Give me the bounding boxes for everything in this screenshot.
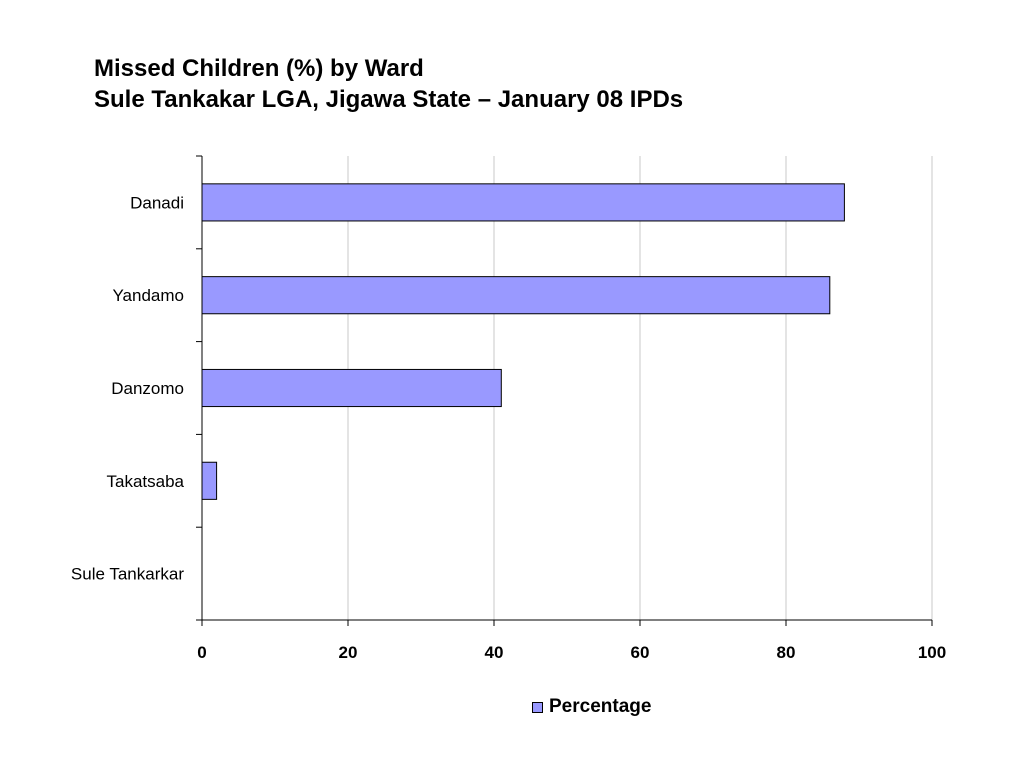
x-tick-label: 80 (777, 643, 796, 662)
legend-swatch (532, 701, 543, 713)
category-label: Yandamo (112, 286, 184, 305)
bar-danadi (201, 183, 845, 222)
chart-subtitle: Sule Tankakar LGA, Jigawa State – Januar… (94, 86, 684, 113)
x-tick-label: 20 (339, 643, 358, 662)
category-label: Sule Tankarkar (71, 565, 184, 584)
category-label: Takatsaba (107, 472, 185, 491)
bar-danzomo (201, 368, 502, 408)
chart-title-line1: Missed Children (%) by Ward (94, 55, 424, 82)
chart-title: Missed Children (%) by Ward Sule Tankaka… (94, 53, 683, 115)
chart-legend: Percentage (532, 696, 651, 718)
x-tick-label: 0 (197, 643, 206, 662)
x-tick-label: 40 (485, 643, 504, 662)
bar-yandamo (201, 276, 831, 315)
x-tick-label: 100 (918, 643, 946, 662)
category-label: Danadi (130, 193, 184, 212)
category-label: Danzomo (111, 379, 184, 398)
legend-label: Percentage (549, 696, 652, 717)
x-tick-label: 60 (631, 643, 650, 662)
bar-takatsaba (201, 461, 218, 500)
